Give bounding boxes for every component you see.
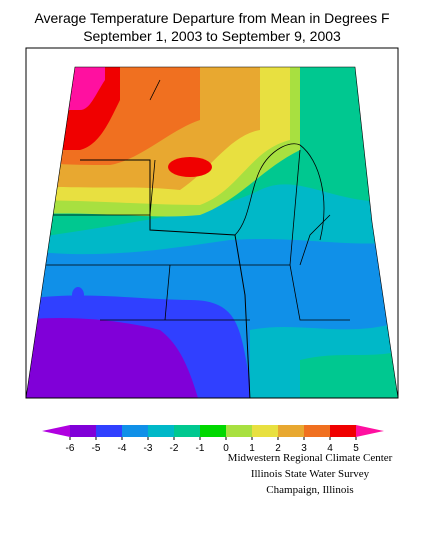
subtitle: September 1, 2003 to September 9, 2003 <box>83 28 341 44</box>
legend-swatch <box>96 425 123 437</box>
legend-swatch <box>122 425 149 437</box>
credit-line: Champaign, Illinois <box>266 484 353 496</box>
legend-tick-label: 3 <box>301 443 307 454</box>
legend-tick-label: -5 <box>92 443 101 454</box>
legend-swatch <box>70 425 97 437</box>
legend-tick-label: -6 <box>66 443 75 454</box>
color-legend: -6 -5 -4 -3 -2 -1 0 1 2 3 4 5 <box>42 425 384 454</box>
credit-line: Midwestern Regional Climate Center <box>228 452 393 464</box>
legend-swatch <box>174 425 201 437</box>
legend-tick-label: 4 <box>327 443 333 454</box>
legend-tick-label: 2 <box>275 443 281 454</box>
legend-swatch <box>304 425 331 437</box>
map-frame <box>25 47 399 399</box>
credit-line: Illinois State Water Survey <box>251 468 370 480</box>
legend-arrow <box>42 425 70 437</box>
legend-tick-label: -2 <box>170 443 179 454</box>
legend-swatch <box>278 425 305 437</box>
legend-tick-label: 5 <box>353 443 359 454</box>
legend-swatch <box>226 425 253 437</box>
legend-swatch <box>330 425 357 437</box>
legend-swatch <box>200 425 227 437</box>
legend-tick-label: -3 <box>144 443 153 454</box>
legend-arrow <box>356 425 384 437</box>
temperature-map <box>26 67 398 398</box>
legend-swatch <box>148 425 175 437</box>
legend-tick-label: 1 <box>249 443 255 454</box>
legend-tick-label: -1 <box>196 443 205 454</box>
title: Average Temperature Departure from Mean … <box>34 10 389 26</box>
legend-tick-label: 0 <box>223 443 229 454</box>
map-outline <box>25 66 399 399</box>
legend-swatch <box>252 425 279 437</box>
legend-tick-label: -4 <box>118 443 127 454</box>
